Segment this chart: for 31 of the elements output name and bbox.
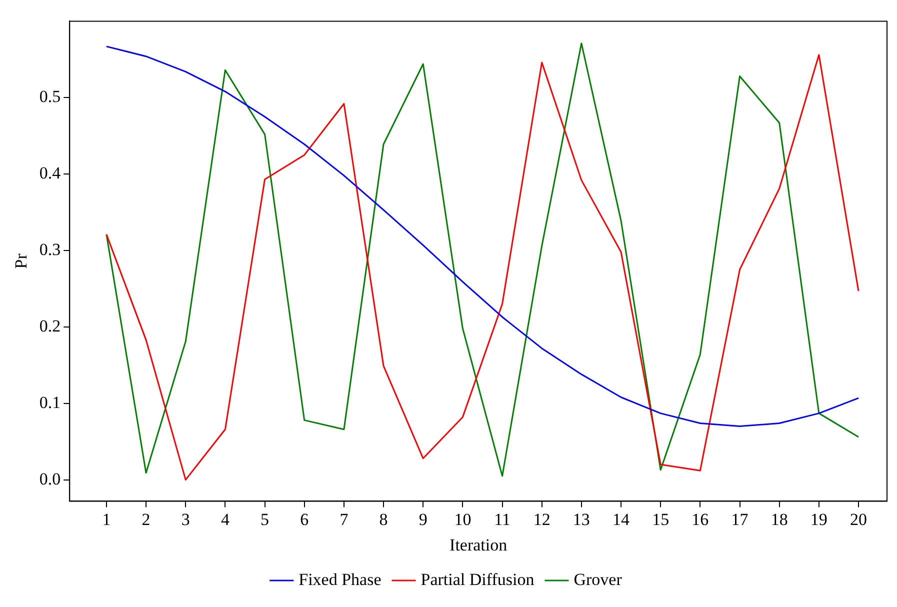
x-tick-label: 12 xyxy=(533,510,550,529)
y-tick-label: 0.2 xyxy=(39,316,61,336)
x-tick-label: 17 xyxy=(731,510,749,529)
x-tick-label: 10 xyxy=(454,510,472,529)
x-tick-label: 8 xyxy=(379,510,388,529)
x-tick-label: 4 xyxy=(220,510,230,529)
x-tick-label: 13 xyxy=(572,510,590,529)
y-tick-label: 0.3 xyxy=(39,240,61,259)
x-tick-label: 1 xyxy=(102,510,111,529)
x-tick-label: 2 xyxy=(142,510,150,529)
x-tick-label: 14 xyxy=(612,510,630,529)
x-tick-label: 16 xyxy=(692,510,709,529)
x-tick-label: 15 xyxy=(652,510,670,529)
legend-label: Fixed Phase xyxy=(298,570,382,589)
y-tick-label: 0.1 xyxy=(39,392,61,412)
x-tick-label: 7 xyxy=(340,510,349,529)
x-tick-label: 3 xyxy=(181,510,190,529)
x-axis-title: Iteration xyxy=(450,535,508,554)
x-tick-label: 9 xyxy=(418,510,428,529)
x-tick-label: 6 xyxy=(300,510,309,529)
legend-label: Partial Diffusion xyxy=(420,570,535,589)
y-tick-label: 0.5 xyxy=(39,87,61,106)
y-tick-label: 0.0 xyxy=(39,469,61,488)
x-tick-label: 18 xyxy=(770,510,788,529)
x-tick-label: 19 xyxy=(810,510,828,529)
x-tick-label: 20 xyxy=(850,510,867,529)
legend-label: Grover xyxy=(574,570,622,589)
y-tick-label: 0.4 xyxy=(39,164,62,183)
x-tick-label: 5 xyxy=(260,510,270,529)
x-tick-label: 11 xyxy=(494,510,510,529)
y-axis-title: Pr xyxy=(12,253,31,269)
